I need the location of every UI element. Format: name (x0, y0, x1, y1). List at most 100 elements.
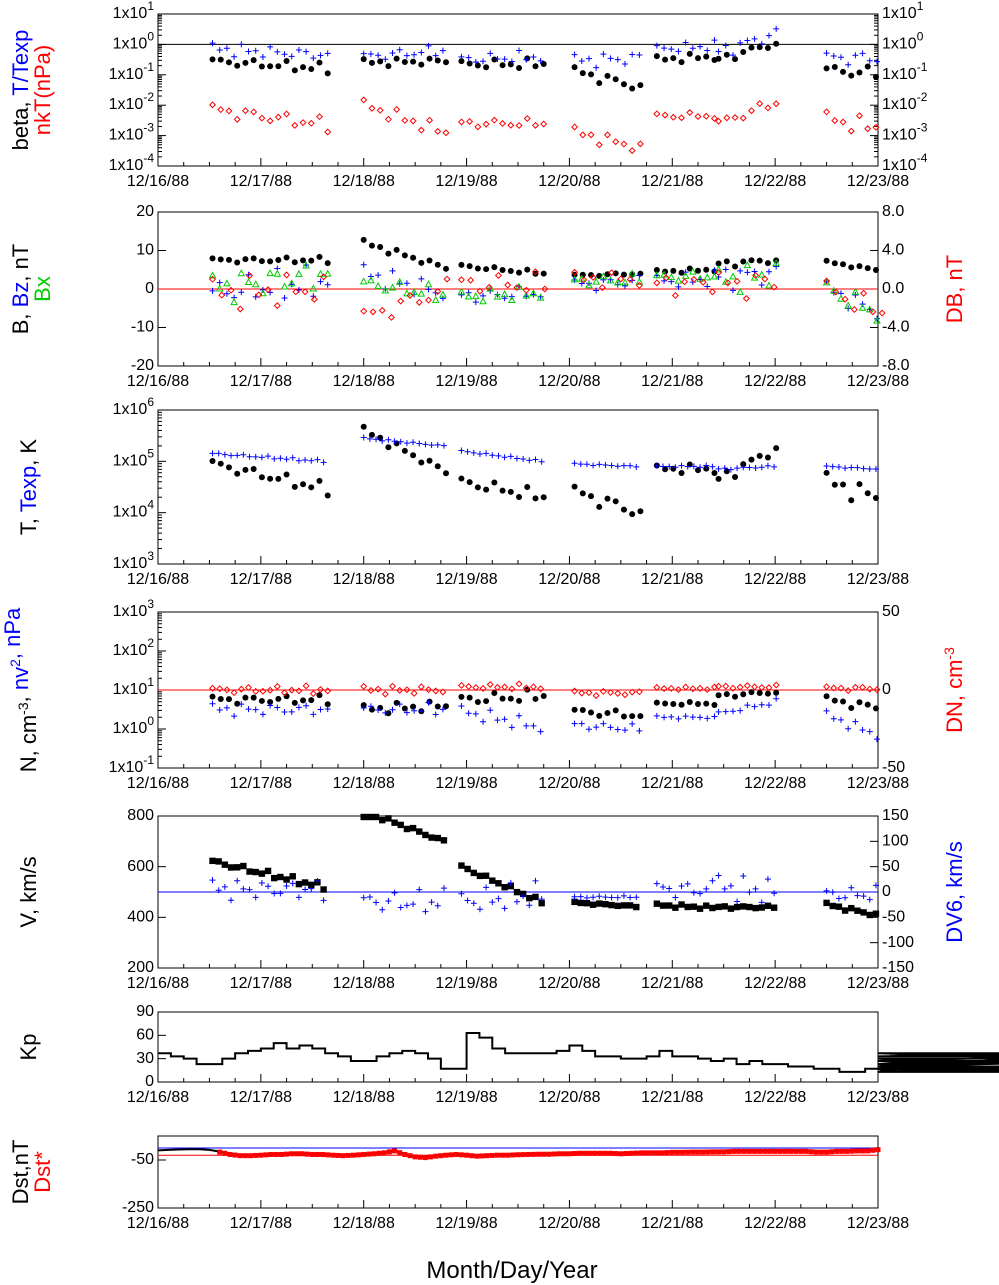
data-point (483, 486, 490, 493)
data-point (536, 293, 545, 301)
data-point (476, 287, 484, 295)
data-point (523, 722, 530, 729)
data-point (842, 894, 849, 901)
data-point (593, 64, 600, 71)
data-point (579, 131, 587, 139)
data-point (858, 303, 867, 311)
data-point (385, 63, 392, 70)
data-point (366, 435, 373, 442)
data-point (288, 686, 296, 694)
data-point (384, 115, 392, 123)
plot-frame (157, 13, 879, 167)
right-tick-label: 0.0 (882, 280, 904, 297)
data-point (245, 684, 253, 692)
data-point (540, 120, 548, 128)
data-point (588, 271, 595, 278)
data-point (540, 61, 547, 68)
data-point (494, 717, 501, 724)
data-point (695, 55, 701, 62)
data-point (507, 121, 515, 129)
data-point (289, 873, 296, 880)
data-point (277, 890, 284, 897)
data-point (823, 887, 830, 894)
data-point (434, 288, 442, 296)
data-point (538, 458, 545, 465)
data-point (501, 884, 508, 891)
left-tick-label: 1x103 (113, 597, 155, 620)
data-point (242, 256, 249, 263)
data-point (230, 298, 238, 306)
data-point (709, 463, 716, 470)
x-tick-label: 12/16/88 (127, 775, 189, 792)
data-point (596, 712, 603, 719)
data-point (458, 447, 465, 454)
data-point (653, 880, 660, 887)
data-point (606, 276, 615, 284)
data-point (592, 692, 600, 700)
data-point (831, 260, 838, 267)
data-point (872, 705, 879, 712)
data-point (360, 704, 367, 711)
x-tick-label: 12/20/88 (538, 1215, 600, 1232)
data-point (258, 697, 265, 704)
data-point (439, 706, 446, 713)
data-point (223, 279, 231, 287)
data-point (508, 724, 515, 731)
data-point (443, 470, 449, 477)
data-point (505, 1152, 511, 1158)
data-point (458, 693, 465, 700)
data-point (852, 292, 859, 299)
data-point (466, 694, 473, 701)
data-point (856, 481, 863, 488)
data-point (433, 1153, 439, 1159)
data-point (516, 712, 523, 719)
data-point (607, 689, 615, 697)
data-point (837, 54, 844, 61)
data-point (483, 698, 490, 705)
data-point (295, 704, 302, 711)
data-point (588, 493, 595, 500)
data-point (571, 483, 578, 490)
data-point (379, 906, 386, 913)
data-point (600, 276, 607, 283)
data-point (523, 115, 531, 123)
data-point (653, 699, 660, 706)
data-point (722, 708, 729, 715)
data-point (316, 477, 323, 484)
data-point (407, 1153, 413, 1159)
data-point (425, 296, 433, 304)
data-point (532, 495, 539, 502)
data-point (860, 1148, 866, 1154)
data-point (508, 58, 515, 65)
data-point (585, 281, 593, 289)
data-point (732, 56, 739, 63)
series-DstStar (217, 1147, 881, 1161)
data-point (237, 1153, 243, 1159)
x-tick-label: 12/16/88 (127, 1215, 189, 1232)
data-point (431, 295, 440, 303)
data-point (875, 1147, 881, 1153)
data-point (600, 720, 607, 727)
data-point (748, 44, 755, 51)
data-point (217, 460, 224, 467)
data-point (614, 726, 621, 733)
data-point (302, 886, 309, 893)
data-point (537, 728, 544, 735)
data-point (614, 463, 621, 470)
data-point (215, 284, 224, 292)
right-tick-label: 50 (882, 603, 900, 620)
right-tick-label: 1x10-3 (882, 121, 928, 144)
data-point (773, 445, 780, 452)
left-tick-label: 200 (127, 959, 154, 976)
data-point (246, 886, 253, 893)
data-point (284, 1151, 290, 1157)
data-point (396, 686, 404, 694)
data-point (265, 453, 272, 460)
data-point (510, 1152, 516, 1158)
data-point (808, 1149, 814, 1155)
data-point (491, 264, 498, 271)
data-point (659, 1150, 665, 1156)
data-point (381, 690, 389, 698)
data-point (711, 37, 718, 44)
data-point (501, 905, 508, 912)
